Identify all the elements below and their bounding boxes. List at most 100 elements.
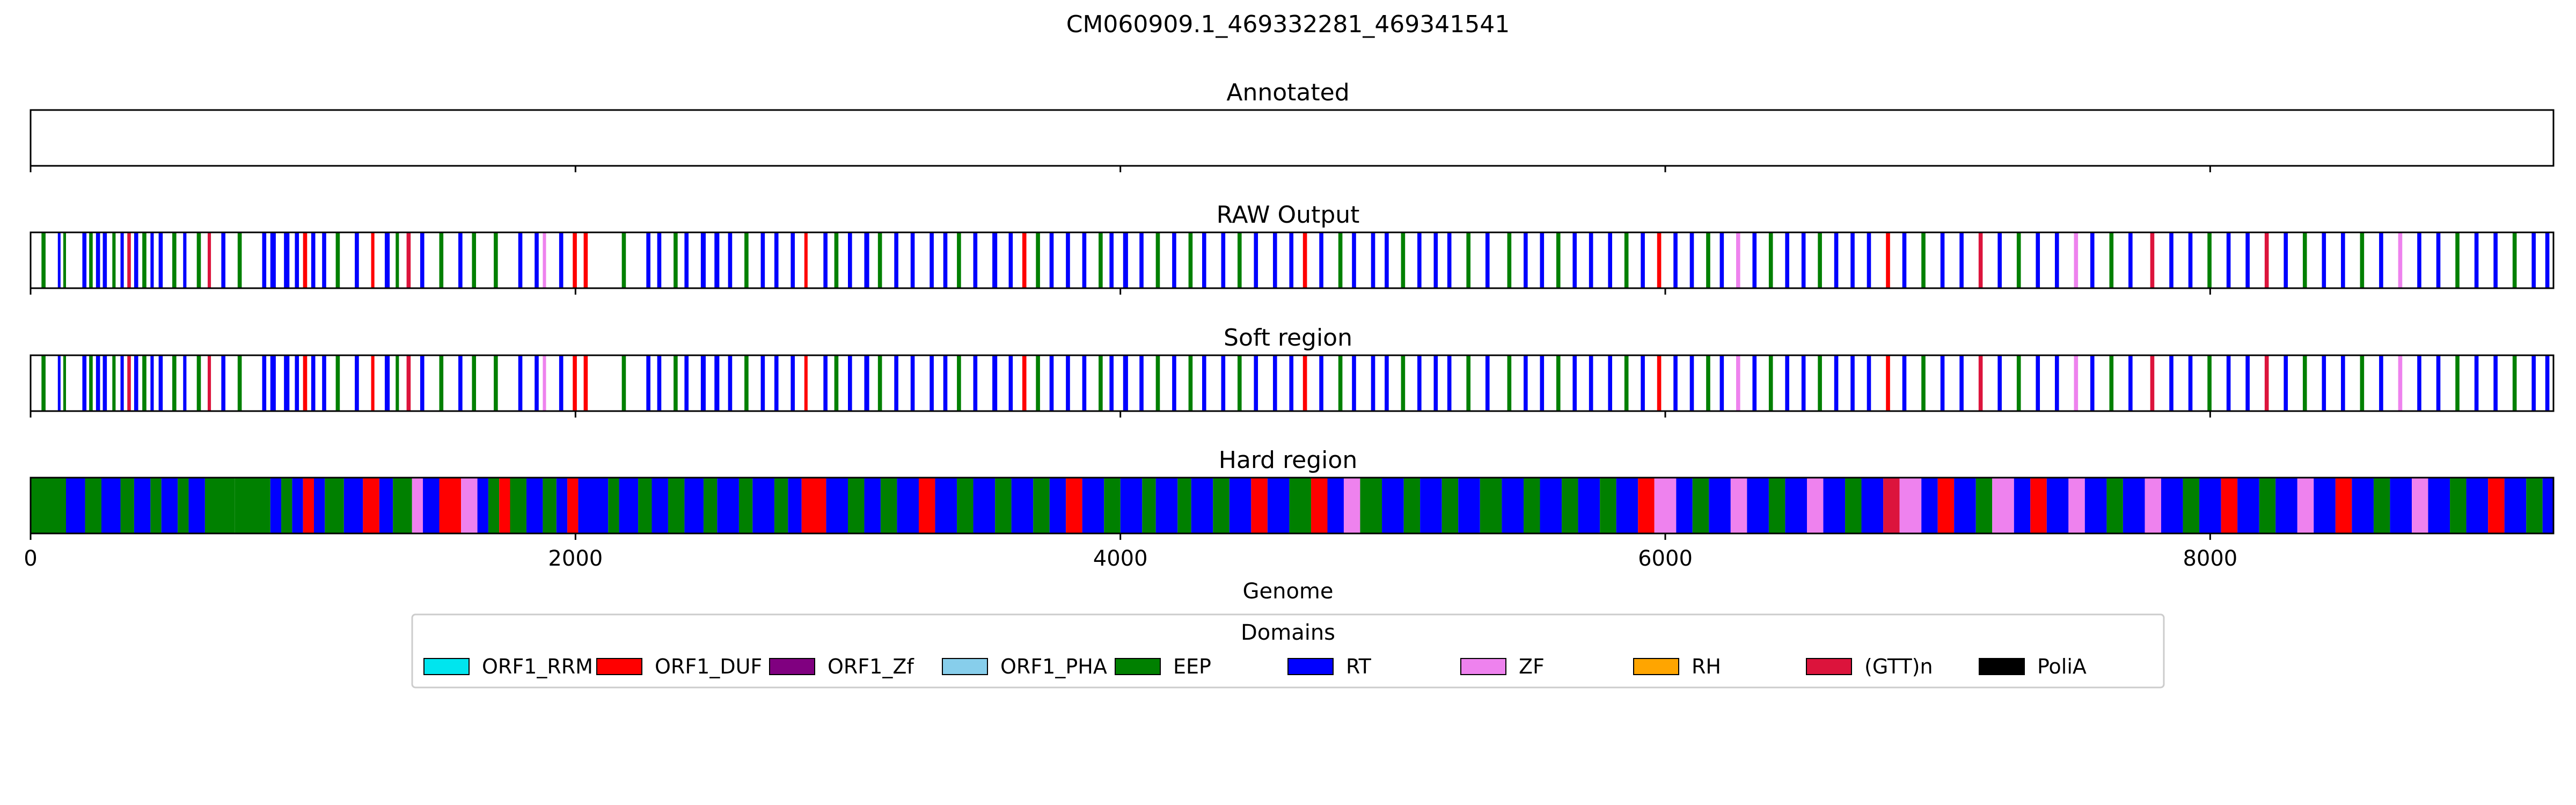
segment-rt: [1785, 232, 1789, 288]
legend-item: ORF1_PHA: [942, 655, 1107, 678]
segment-eep: [488, 478, 500, 533]
segment-eep: [1921, 355, 1926, 411]
segment-rt: [1801, 355, 1806, 411]
segment-orf1duf: [573, 355, 577, 411]
segment-gttn: [127, 355, 131, 411]
segment-gttn: [406, 355, 411, 411]
segment-rt: [322, 355, 326, 411]
segment-rt: [134, 232, 138, 288]
segment-eep: [957, 232, 961, 288]
segment-rt: [1673, 232, 1678, 288]
segment-eep: [1524, 478, 1540, 533]
segment-eep: [1624, 355, 1629, 411]
segment-rt: [82, 355, 87, 411]
segment-rt: [1940, 232, 1945, 288]
segment-rt: [2123, 478, 2145, 533]
segment-eep: [142, 232, 147, 288]
segment-zf: [1654, 478, 1677, 533]
segment-rt: [2466, 478, 2489, 533]
segment-orf1duf: [499, 478, 510, 533]
segment-rt: [1524, 355, 1528, 411]
panel-frame: [30, 354, 2555, 412]
segment-eep: [744, 232, 749, 288]
segment-rt: [1902, 232, 1907, 288]
x-tick-label: 2000: [548, 546, 603, 571]
segment-rt: [1155, 478, 1178, 533]
segment-orf1duf: [2030, 478, 2047, 533]
segment-zf: [2297, 478, 2314, 533]
segments: [31, 478, 2553, 533]
segment-eep: [63, 355, 66, 411]
segment-rt: [2322, 232, 2326, 288]
x-axis-label: Genome: [1242, 579, 1333, 604]
segment-rt: [96, 232, 100, 288]
segment-orf1duf: [804, 355, 808, 411]
segment-zf: [1899, 478, 1922, 533]
segment-orf1duf: [363, 478, 379, 533]
segment-eep: [2207, 355, 2212, 411]
legend-item: ORF1_RRM: [423, 655, 593, 678]
segment-eep: [1768, 478, 1785, 533]
segment-rt: [1823, 478, 1846, 533]
segment-eep: [668, 478, 685, 533]
segment-rt: [2199, 478, 2221, 533]
segment-eep: [510, 478, 526, 533]
segment-orf1duf: [1022, 355, 1027, 411]
segment-eep: [1289, 478, 1312, 533]
segment-rt: [910, 355, 915, 411]
segment-eep: [834, 232, 839, 288]
segment-eep: [1036, 232, 1040, 288]
segment-rt: [1921, 478, 1938, 533]
segment-rt: [1572, 232, 1577, 288]
segment-rt: [158, 355, 163, 411]
segment-rt: [1066, 355, 1070, 411]
segment-rt: [2417, 232, 2421, 288]
segment-zf: [461, 478, 478, 533]
segment-eep: [2450, 478, 2467, 533]
segment-rt: [1202, 232, 1206, 288]
segment-rt: [2390, 478, 2412, 533]
segment-eep: [89, 355, 93, 411]
segment-rt: [1319, 355, 1323, 411]
legend-label: ORF1_PHA: [1000, 655, 1107, 678]
segment-rt: [559, 355, 564, 411]
segment-rt: [1502, 478, 1524, 533]
panel-title: Hard region: [1219, 447, 1357, 474]
segment-zf: [1736, 232, 1740, 288]
segment-eep: [142, 355, 147, 411]
legend-label: ORF1_RRM: [482, 655, 593, 678]
segment-eep: [2526, 478, 2543, 533]
legend-item: (GTT)n: [1806, 655, 1933, 678]
segment-eep: [150, 478, 162, 533]
segment-rt: [1447, 355, 1452, 411]
segment-rt: [2474, 232, 2479, 288]
segment-rt: [728, 232, 733, 288]
segment-eep: [325, 478, 344, 533]
segment-rt: [270, 355, 276, 411]
segment-gttn: [2264, 355, 2269, 411]
segment-eep: [237, 232, 242, 288]
segment-rt: [1747, 478, 1769, 533]
segment-rt: [2542, 478, 2553, 533]
segment-eep: [2106, 478, 2123, 533]
segment-rt: [2169, 232, 2174, 288]
segment-rt: [1352, 355, 1356, 411]
segment-eep: [744, 355, 749, 411]
segment-rt: [2226, 355, 2231, 411]
segment-rt: [2245, 355, 2250, 411]
segment-rt: [120, 232, 124, 288]
segment-rt: [2084, 478, 2107, 533]
segment-eep: [120, 478, 134, 533]
segment-orf1duf: [1066, 478, 1082, 533]
segment-rt: [295, 232, 299, 288]
segment-eep: [1845, 478, 1862, 533]
legend-item: PoliA: [1979, 655, 2087, 678]
segment-gttn: [2150, 355, 2155, 411]
segment-eep: [1975, 478, 1993, 533]
segment-zf: [2398, 355, 2403, 411]
segment-orf1duf: [303, 355, 308, 411]
segment-rt: [1272, 232, 1277, 288]
segment-eep: [1624, 232, 1629, 288]
legend-swatch: [596, 658, 642, 675]
segment-rt: [458, 232, 463, 288]
